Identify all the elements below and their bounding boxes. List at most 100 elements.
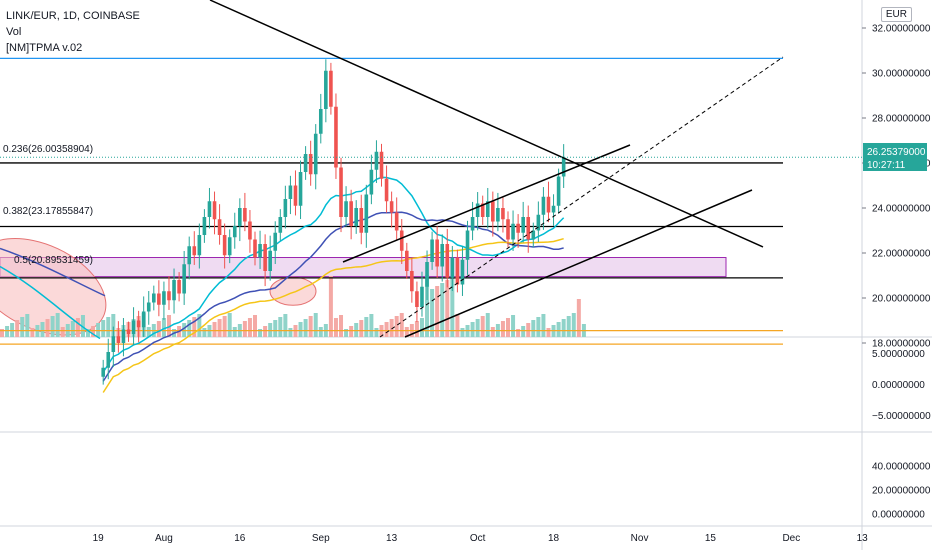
- candle-body: [126, 329, 131, 334]
- candle-body: [470, 217, 475, 231]
- volume-bar: [470, 322, 475, 337]
- volume-bar: [536, 317, 541, 337]
- volume-bar: [480, 316, 485, 337]
- volume-legend[interactable]: Vol: [6, 26, 22, 38]
- volume-bar: [5, 326, 10, 337]
- price-tick-label: 32.00000000: [872, 24, 931, 35]
- volume-bar: [389, 319, 394, 337]
- candle-body: [111, 336, 116, 352]
- candle-body: [516, 223, 520, 233]
- ma-yellow-line: [102, 237, 564, 393]
- candle-body: [526, 217, 531, 240]
- candle-body: [425, 262, 429, 287]
- candle-body: [430, 239, 434, 262]
- candle-body: [491, 201, 495, 222]
- volume-bar: [328, 276, 333, 337]
- volume-bar: [490, 327, 495, 337]
- candle-body: [192, 246, 197, 256]
- indicator-legend[interactable]: [NM]TPMA v.02: [6, 42, 83, 54]
- candle-body: [131, 320, 136, 334]
- symbol-title[interactable]: LINK/EUR, 1D, COINBASE: [6, 10, 140, 22]
- volume-bar: [485, 313, 490, 337]
- volume-bar: [531, 320, 536, 337]
- osc1-tick-label: 0.00000000: [872, 380, 925, 391]
- volume-bar: [166, 315, 171, 337]
- candle-body: [541, 196, 546, 215]
- volume-bar: [445, 280, 450, 337]
- volume-bar: [511, 315, 516, 337]
- candle-body: [136, 320, 141, 328]
- volume-bar: [258, 329, 263, 337]
- volume-bar: [273, 320, 278, 337]
- candle-body: [415, 291, 419, 307]
- volume-bar: [526, 323, 531, 337]
- price-tick-label: 20.00000000: [872, 294, 931, 305]
- candle-body: [344, 201, 348, 217]
- fib-trend-dashed-line: [379, 56, 784, 338]
- candle-body: [172, 280, 176, 301]
- candle-body: [318, 109, 323, 134]
- volume-bar: [96, 323, 101, 337]
- time-tick-label: Sep: [312, 533, 330, 544]
- volume-bar: [55, 313, 60, 337]
- candle-body: [394, 212, 399, 231]
- candle-body: [116, 336, 121, 343]
- volume-bar: [75, 318, 80, 337]
- candle-body: [283, 199, 288, 217]
- time-tick-label: Aug: [155, 533, 173, 544]
- osc2-tick-label: 20.00000000: [872, 486, 931, 497]
- volume-bar: [50, 316, 55, 337]
- volume-bar: [566, 316, 571, 337]
- candle-body: [278, 217, 283, 233]
- volume-bar: [460, 328, 465, 337]
- volume-bar: [435, 286, 440, 337]
- volume-bar: [333, 318, 338, 337]
- candle-body: [485, 201, 490, 217]
- price-tick-label: 18.00000000: [872, 339, 931, 350]
- volume-bar: [25, 314, 30, 337]
- osc1-tick-label: −5.00000000: [872, 411, 931, 422]
- price-tick-label: 30.00000000: [872, 69, 931, 80]
- time-tick-label: 13: [386, 533, 398, 544]
- volume-bar: [40, 322, 45, 337]
- candle-body: [511, 223, 515, 240]
- candle-body: [207, 201, 212, 217]
- candle-body: [475, 203, 480, 217]
- candle-body: [258, 244, 262, 258]
- volume-bar: [197, 314, 202, 337]
- last-price-value: 26.25379000: [867, 147, 926, 158]
- candle-body: [359, 208, 364, 233]
- volume-bar: [86, 329, 91, 337]
- price-tick-label: 28.00000000: [872, 114, 931, 125]
- currency-unit-button[interactable]: EUR: [880, 7, 912, 22]
- osc2-tick-label: 40.00000000: [872, 462, 931, 473]
- candle-body: [546, 196, 551, 213]
- volume-bar: [247, 318, 252, 337]
- candle-body: [384, 178, 389, 202]
- volume-bar: [10, 323, 15, 337]
- candle-body: [101, 367, 105, 377]
- volume-bar: [516, 329, 521, 337]
- candle-body: [480, 203, 485, 217]
- volume-bar: [232, 327, 237, 337]
- time-tick-label: 18: [548, 533, 560, 544]
- candle-body: [157, 293, 161, 305]
- volume-bar: [571, 313, 576, 337]
- volume-bar: [339, 315, 344, 337]
- candle-body: [167, 291, 171, 301]
- candle-body: [202, 217, 207, 235]
- candle-body: [187, 246, 192, 265]
- volume-bar: [425, 275, 430, 337]
- fib-label-0382: 0.382(23.17855847): [3, 206, 93, 217]
- price-tick-label: 22.00000000: [872, 249, 931, 260]
- price-tick-label: 24.00000000: [872, 204, 931, 215]
- volume-bar: [217, 319, 222, 337]
- volume-bar: [546, 328, 551, 337]
- volume-bar: [222, 316, 227, 337]
- volume-bar: [506, 318, 510, 337]
- time-tick-label: Dec: [782, 533, 800, 544]
- volume-bar: [298, 322, 303, 337]
- downtrend-line: [209, 0, 764, 248]
- candle-body: [399, 230, 404, 251]
